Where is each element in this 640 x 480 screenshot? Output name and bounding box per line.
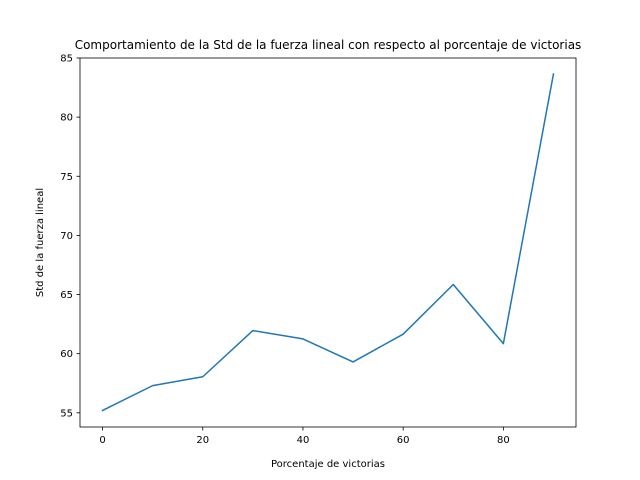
x-axis-label: Porcentaje de victorias — [271, 459, 385, 470]
y-tick-label: 65 — [60, 290, 73, 301]
x-tick-label: 40 — [297, 435, 310, 446]
x-tick-label: 20 — [196, 435, 209, 446]
x-tick-label: 80 — [497, 435, 510, 446]
y-tick-label: 60 — [60, 349, 73, 360]
chart-title: Comportamiento de la Std de la fuerza li… — [75, 38, 582, 52]
x-tick-label: 60 — [397, 435, 410, 446]
series-line-0 — [101, 73, 555, 412]
y-tick-label: 80 — [60, 113, 73, 124]
plot-area-frame — [79, 57, 577, 428]
y-axis-label: Std de la fuerza lineal — [35, 188, 46, 297]
y-tick-label: 55 — [60, 408, 73, 419]
x-tick-label: 0 — [99, 435, 105, 446]
y-tick-label: 85 — [60, 54, 73, 65]
y-tick-label: 70 — [60, 231, 73, 242]
y-tick-label: 75 — [60, 172, 73, 183]
